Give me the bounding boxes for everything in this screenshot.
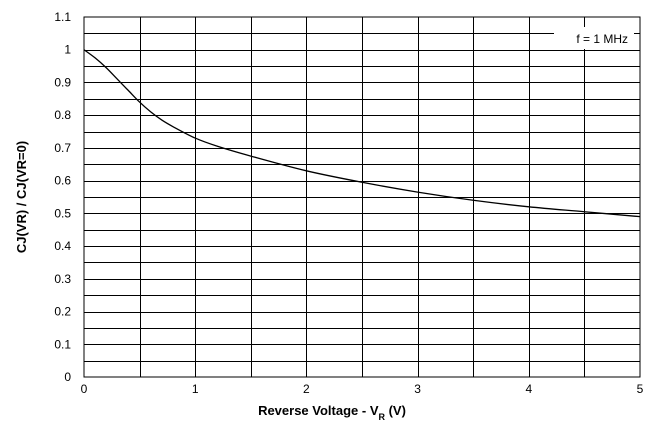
x-axis-title-unit: (V) bbox=[385, 403, 406, 418]
y-tick-label: 0.4 bbox=[54, 239, 71, 253]
plot-frame bbox=[83, 16, 641, 378]
y-tick-label: 0 bbox=[64, 370, 71, 384]
grid bbox=[84, 17, 640, 377]
x-axis-title-main: Reverse Voltage - V bbox=[258, 403, 379, 418]
y-tick-label: 1.1 bbox=[54, 10, 71, 24]
frequency-annotation: f = 1 MHz bbox=[554, 27, 634, 49]
y-tick-label: 0.8 bbox=[54, 108, 71, 122]
y-tick-label: 0.1 bbox=[54, 337, 71, 351]
x-tick-label: 4 bbox=[525, 382, 532, 396]
x-tick-label: 1 bbox=[192, 382, 199, 396]
y-tick-label: 1 bbox=[64, 43, 71, 57]
x-axis-title: Reverse Voltage - VR (V) bbox=[258, 403, 406, 422]
y-tick-label: 0.9 bbox=[54, 75, 71, 89]
x-axis-title-subscript: R bbox=[378, 412, 385, 422]
x-tick-label: 3 bbox=[414, 382, 421, 396]
y-axis-title: CJ(VR) / CJ(VR=0) bbox=[14, 141, 29, 253]
x-axis-ticks: 0 1 2 3 4 5 bbox=[81, 382, 644, 396]
y-axis-ticks: 0 0.1 0.2 0.3 0.4 0.5 0.6 0.7 0.8 0.9 1 1.1 bbox=[54, 10, 71, 384]
frequency-annotation-text: f = 1 MHz bbox=[576, 32, 628, 46]
y-tick-label: 0.7 bbox=[54, 141, 71, 155]
y-tick-label: 0.2 bbox=[54, 305, 71, 319]
series-curve-layer bbox=[83, 49, 641, 218]
x-tick-label: 0 bbox=[81, 382, 88, 396]
x-tick-label: 5 bbox=[637, 382, 644, 396]
series-line bbox=[83, 49, 641, 218]
y-tick-label: 0.6 bbox=[54, 174, 71, 188]
y-tick-label: 0.5 bbox=[54, 206, 71, 220]
y-tick-label: 0.3 bbox=[54, 272, 71, 286]
x-tick-label: 2 bbox=[303, 382, 310, 396]
